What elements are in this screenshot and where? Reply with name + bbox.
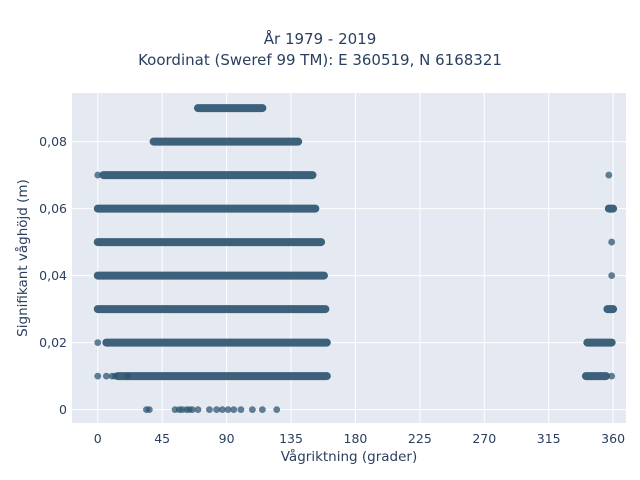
data-point (224, 406, 232, 413)
y-tick-label: 0,04 (39, 268, 67, 283)
y-tick-label: 0,02 (39, 335, 67, 350)
x-axis-label: Vågriktning (grader) (281, 448, 418, 465)
data-point (124, 372, 132, 380)
x-tick-label: 315 (537, 431, 561, 446)
chart-title: År 1979 - 2019 (263, 30, 377, 48)
x-tick-label: 180 (344, 431, 368, 446)
data-point (230, 406, 238, 413)
x-tick-label: 0 (94, 431, 102, 446)
data-point (213, 406, 220, 413)
data-point (194, 406, 202, 413)
data-point (258, 406, 266, 413)
data-point (273, 406, 281, 413)
data-point (145, 406, 153, 413)
plot-background (72, 93, 626, 423)
y-tick-label: 0 (59, 402, 67, 417)
data-point (608, 372, 616, 380)
data-point (188, 406, 196, 413)
data-point (111, 372, 119, 380)
data-point (94, 171, 102, 179)
data-bands (93, 104, 618, 381)
x-axis-ticks: 0 45 90 135 180 225 270 315 360 (94, 431, 625, 446)
data-point (608, 238, 616, 246)
y-axis-label: Signifikant våghöjd (m) (14, 179, 31, 337)
data-point (605, 171, 613, 179)
y-axis-ticks: 0 0,02 0,04 0,06 0,08 (39, 134, 67, 417)
data-points (94, 171, 616, 413)
x-tick-label: 45 (154, 431, 170, 446)
data-point (94, 339, 102, 346)
data-point (218, 406, 226, 413)
x-tick-label: 135 (279, 431, 303, 446)
data-point (102, 372, 110, 380)
x-tick-label: 225 (408, 431, 432, 446)
x-tick-label: 270 (472, 431, 496, 446)
data-point (237, 406, 245, 413)
x-tick-label: 90 (219, 431, 235, 446)
data-point (248, 406, 256, 413)
data-point (94, 372, 102, 380)
x-tick-label: 360 (601, 431, 625, 446)
data-point (608, 272, 616, 279)
y-tick-label: 0,06 (39, 201, 67, 216)
data-point (206, 406, 213, 413)
chart-subtitle: Koordinat (Sweref 99 TM): E 360519, N 61… (138, 51, 502, 69)
y-tick-label: 0,08 (39, 134, 67, 149)
